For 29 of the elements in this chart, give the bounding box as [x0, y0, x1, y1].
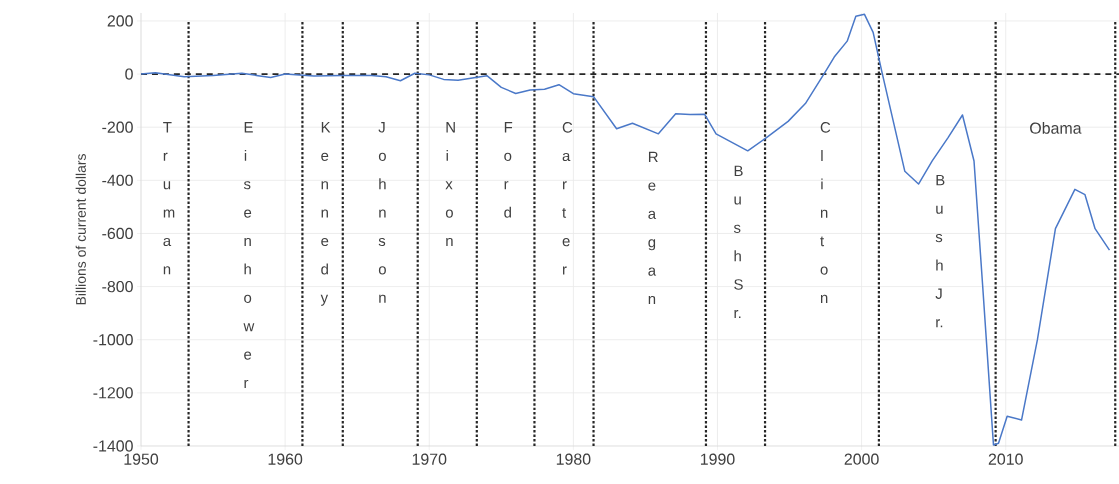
y-tick-label: -1200	[93, 387, 133, 399]
x-tick-label: 2000	[844, 453, 879, 465]
x-tick-label: 1990	[700, 453, 735, 465]
x-tick-label: 2010	[988, 453, 1023, 465]
y-axis-title: Billions of current dollars	[75, 154, 86, 305]
y-tick-label: -1400	[93, 440, 133, 452]
text: Truman	[163, 122, 175, 275]
text: Nixon	[445, 122, 455, 246]
text: Carter	[562, 122, 573, 275]
y-tick-label: -1000	[93, 334, 133, 346]
y-tick-label: 0	[125, 68, 133, 80]
text: Ford	[504, 122, 513, 218]
x-tick-label: 1960	[268, 453, 303, 465]
text: Eisenhower	[243, 122, 255, 388]
x-tick-label: 1980	[556, 453, 591, 465]
y-tick-label: 200	[107, 15, 133, 27]
annotation: Obama	[1030, 122, 1082, 134]
text: Johnson	[378, 122, 386, 303]
text: Bush Jr.	[935, 174, 945, 328]
text: Bush Sr.	[733, 165, 743, 318]
x-tick-label: 1950	[124, 453, 159, 465]
x-tick-label: 1970	[412, 453, 447, 465]
y-tick-label: -800	[102, 280, 133, 293]
text: Reagan	[648, 151, 658, 305]
text: Clinton	[820, 122, 831, 303]
y-tick-label: -600	[102, 227, 133, 240]
y-tick-label: -200	[102, 121, 133, 133]
y-tick-label: -400	[102, 174, 133, 186]
text: Kennedy	[320, 122, 331, 306]
